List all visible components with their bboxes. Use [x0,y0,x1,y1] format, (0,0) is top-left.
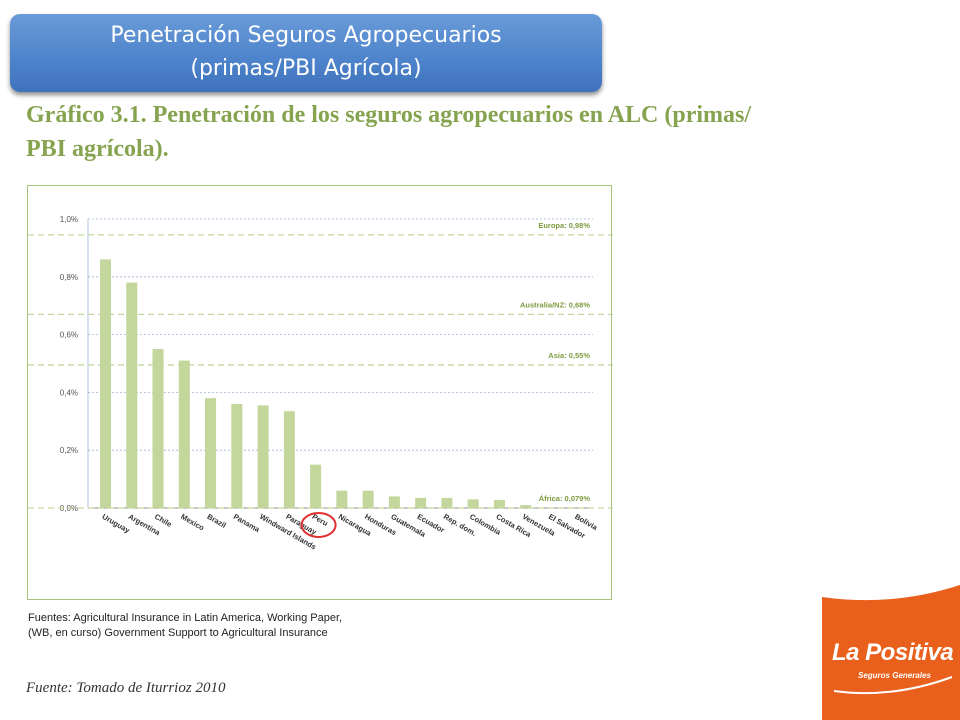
source-footnote: Fuente: Tomado de Iturrioz 2010 [26,680,226,696]
bar [310,464,322,508]
y-tick-label: 0,8% [60,273,78,282]
x-tick-label: Panama [232,512,262,535]
bar [467,499,479,508]
highlight-circle [300,512,337,538]
y-tick-label: 0,6% [60,331,78,340]
bar [362,490,374,508]
chart-panel: 0,0%0,2%0,4%0,6%0,8%1,0%Europa: 0,98%Aus… [27,185,613,600]
reference-label: Asia: 0,55% [548,351,590,360]
logo-title: La Positiva [832,639,954,666]
reference-label: Australia/NZ: 0,68% [520,300,590,309]
y-tick-label: 1,0% [60,215,78,224]
logo-shape [822,585,960,720]
bar [388,496,400,508]
title-banner: Penetración Seguros Agropecuarios (prima… [10,14,602,92]
banner-title-line1: Penetración Seguros Agropecuarios [110,23,502,48]
chart-heading-line2: PBI agrícola). [26,136,169,162]
bar [152,349,164,508]
bar [415,497,427,508]
company-logo: La Positiva Seguros Generales [822,585,960,720]
logo-swoosh [833,676,953,695]
bar [205,398,217,508]
chart-heading: Gráfico 3.1. Penetración de los seguros … [26,98,826,166]
bar [520,505,532,508]
bar [441,497,453,508]
logo-subtitle: Seguros Generales [858,671,931,680]
bar [231,403,243,508]
sources-note: Fuentes: Agricultural Insurance in Latin… [28,611,428,641]
bar [283,411,295,508]
y-tick-label: 0,2% [60,446,78,455]
reference-label: Europa: 0,98% [538,221,590,230]
y-tick-label: 0,4% [60,388,78,397]
bar [178,360,190,508]
x-tick-label: Brazil [206,512,228,530]
x-tick-label: Mexico [179,512,206,533]
bar [493,499,505,508]
sources-line1: Fuentes: Agricultural Insurance in Latin… [28,612,343,624]
reference-label: África: 0,079% [539,494,591,503]
bar [100,259,111,508]
chart-heading-line1: Gráfico 3.1. Penetración de los seguros … [26,102,752,128]
bar [257,405,269,508]
bar-chart: 0,0%0,2%0,4%0,6%0,8%1,0%Europa: 0,98%Aus… [28,215,613,552]
sources-line2: (WB, en curso) Government Support to Agr… [28,627,328,639]
bar [336,490,348,508]
x-tick-label: Uruguay [101,512,133,535]
bar [126,282,138,508]
banner-title-line2: (primas/PBI Agrícola) [190,56,422,81]
